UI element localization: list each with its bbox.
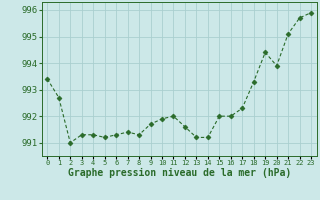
X-axis label: Graphe pression niveau de la mer (hPa): Graphe pression niveau de la mer (hPa) <box>68 168 291 178</box>
